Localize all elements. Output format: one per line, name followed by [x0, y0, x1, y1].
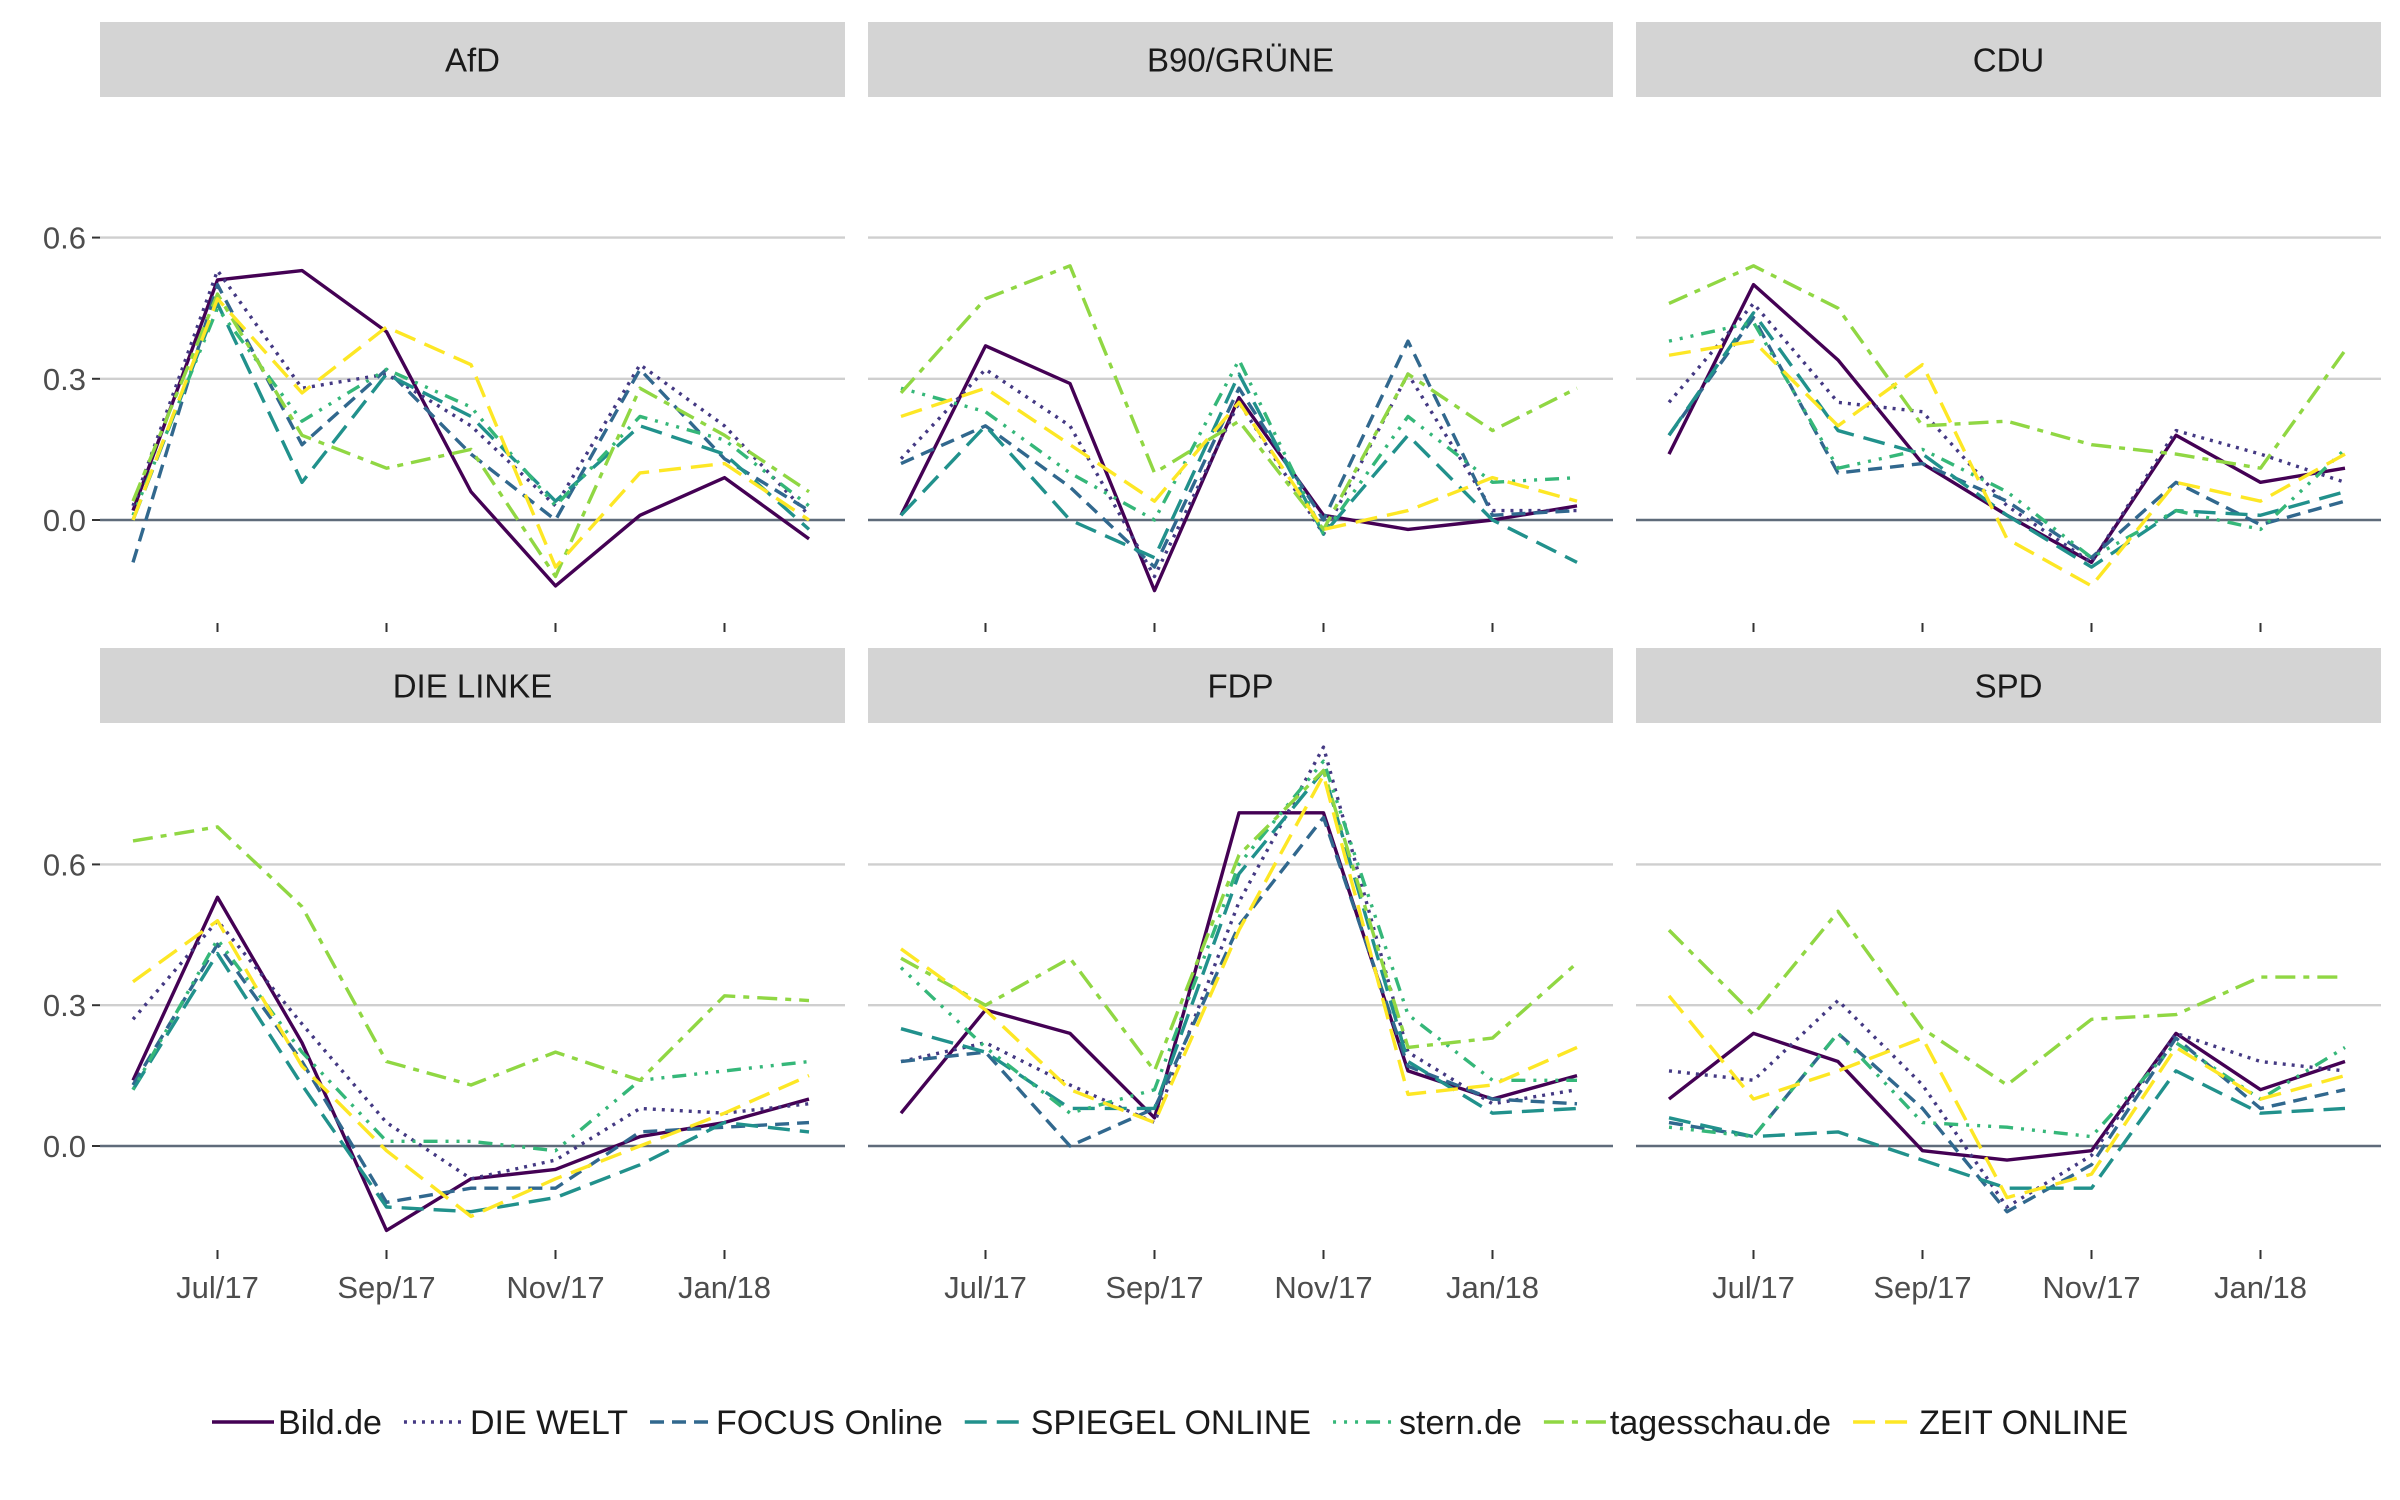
series-line	[131, 282, 810, 563]
facet-strip	[868, 22, 1613, 97]
x-tick-label: Sep/17	[1873, 1270, 1971, 1305]
series-line	[1667, 909, 2345, 1087]
series-line	[1667, 1031, 2346, 1162]
series-line	[131, 268, 811, 517]
series-line	[899, 367, 1577, 579]
x-tick-label: Jul/17	[1712, 1270, 1795, 1305]
y-tick-label: 0.6	[43, 221, 86, 256]
series-line	[131, 292, 810, 579]
series-line	[131, 937, 810, 1153]
series-line	[899, 759, 1577, 1115]
facet-panel: SPD Jul/17 Sep/17 Nov/17 Jan/18	[1636, 648, 2381, 1305]
series-line	[900, 745, 1578, 1125]
series-line	[900, 815, 1578, 1148]
x-tick-label: Sep/17	[337, 1270, 435, 1305]
legend-item: tagesschau.de	[1543, 1404, 1831, 1442]
series-line	[131, 297, 810, 569]
series-line	[899, 811, 1578, 1120]
x-tick-label: Jan/18	[2214, 1270, 2307, 1305]
x-tick-label: Nov/17	[506, 1270, 604, 1305]
facet-title: DIE LINKE	[393, 668, 553, 705]
series-line	[131, 942, 810, 1205]
series-line	[899, 344, 1578, 593]
series-line	[1667, 311, 2346, 569]
series-line	[900, 773, 1578, 1125]
series-line	[900, 768, 1578, 1115]
chart-legend: Bild.de DIE WELT FOCUS Online SPIEGEL ONLIN…	[212, 1404, 2128, 1442]
legend-item: ZEIT ONLINE	[1853, 1404, 2128, 1442]
x-tick-label: Jan/18	[678, 1270, 771, 1305]
series-line	[900, 386, 1578, 532]
x-tick-label: Jul/17	[176, 1270, 259, 1305]
legend-label: stern.de	[1399, 1404, 1522, 1442]
series-line	[132, 825, 810, 1087]
series-line	[1668, 1031, 2346, 1214]
legend-label: Bild.de	[278, 1404, 382, 1442]
facet-strip	[100, 648, 845, 723]
x-tick-label: Jul/17	[944, 1270, 1027, 1305]
series-line	[1668, 320, 2347, 560]
legend-item: Bild.de	[212, 1404, 382, 1442]
legend-label: DIE WELT	[470, 1404, 628, 1442]
facet-title: AfD	[445, 42, 500, 79]
legend-item: stern.de	[1333, 1404, 1522, 1442]
series-line	[900, 768, 1579, 1073]
series-line	[1668, 1069, 2346, 1190]
facet-title: B90/GRÜNE	[1147, 42, 1334, 79]
facet-title: CDU	[1973, 42, 2045, 79]
series-line	[131, 306, 811, 516]
y-tick-label: 0.6	[43, 847, 86, 882]
facet-strip	[868, 648, 1613, 723]
legend-item: FOCUS Online	[650, 1404, 943, 1442]
series-line	[131, 301, 811, 531]
series-line	[900, 339, 1578, 569]
y-tick-label: 0.3	[43, 362, 86, 397]
series-line	[1667, 994, 2346, 1200]
legend-item: SPIEGEL ONLINE	[964, 1404, 1311, 1442]
series-line	[899, 264, 1578, 532]
series-line	[131, 951, 810, 1214]
series-line	[132, 919, 810, 1219]
facet-strip	[1636, 22, 2381, 97]
facet-title: SPD	[1975, 668, 2043, 705]
legend-label: ZEIT ONLINE	[1919, 1404, 2128, 1442]
series-line	[1668, 998, 2346, 1209]
x-tick-label: Sep/17	[1105, 1270, 1203, 1305]
y-tick-label: 0.0	[43, 503, 86, 538]
x-tick-label: Jan/18	[1446, 1270, 1539, 1305]
x-tick-label: Nov/17	[1274, 1270, 1372, 1305]
facet-panel: DIE LINKE 0.0 0.3 0.6 Jul/17 Sep/17 Nov/17 Jan/…	[43, 648, 845, 1305]
legend-label: tagesschau.de	[1610, 1404, 1831, 1442]
y-tick-label: 0.3	[43, 988, 86, 1023]
series-line	[1667, 301, 2346, 565]
legend-item: DIE WELT	[403, 1404, 628, 1442]
x-tick-label: Nov/17	[2042, 1270, 2140, 1305]
series-line	[900, 358, 1578, 536]
series-line	[899, 372, 1578, 564]
legend-label: SPIEGEL ONLINE	[1031, 1404, 1311, 1442]
series-line	[1668, 1031, 2346, 1139]
facet-panel: FDP Jul/17 Sep/17 Nov/17 Jan/18	[868, 648, 1613, 1305]
y-tick-label: 0.0	[43, 1129, 86, 1164]
series-line	[1667, 315, 2346, 560]
facet-strip	[1636, 648, 2381, 723]
series-line	[1668, 264, 2347, 470]
facet-title: FDP	[1208, 668, 1274, 705]
legend-label: FOCUS Online	[716, 1404, 943, 1442]
facet-strip	[100, 22, 845, 97]
facet-panels: AfD 0.0 0.3 0.6 Jul/17 Sep/17 Nov/17 Jan/18 B90/…	[43, 22, 2381, 1305]
series-line	[131, 268, 810, 588]
